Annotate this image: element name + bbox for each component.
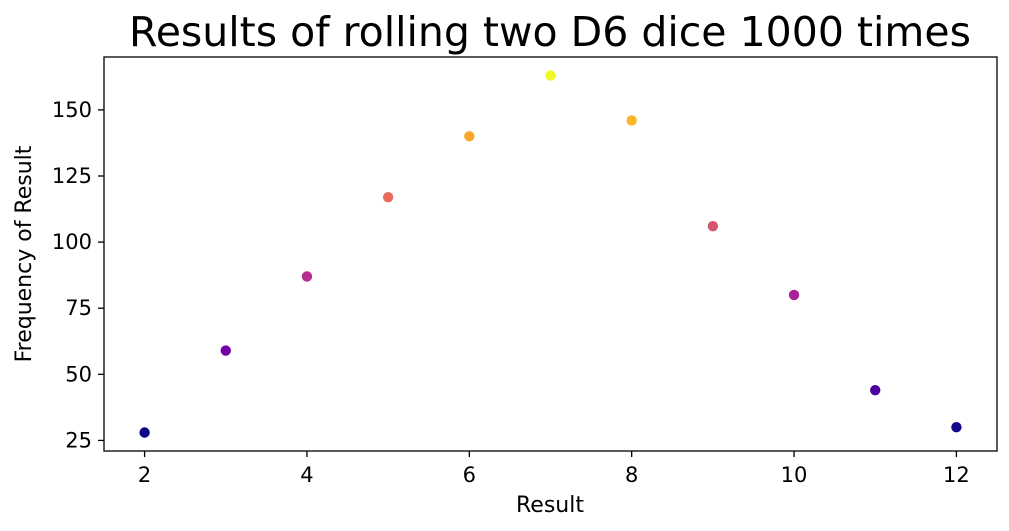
data-point <box>139 427 150 438</box>
data-point <box>788 289 800 301</box>
x-tick-label: 6 <box>463 463 476 487</box>
data-point <box>870 384 881 396</box>
x-tick-label: 2 <box>138 463 151 487</box>
data-point <box>545 70 556 81</box>
y-tick-label: 150 <box>52 98 92 122</box>
y-tick-label: 50 <box>65 362 92 386</box>
plot-area: 2 4 6 8 10 12 25 50 75 100 125 150 <box>52 56 998 487</box>
data-point <box>382 191 394 203</box>
data-point <box>951 422 962 433</box>
y-tick-label: 100 <box>52 230 92 254</box>
plot-frame <box>103 56 998 452</box>
y-tick-label: 125 <box>52 164 92 188</box>
x-tick-label: 12 <box>943 463 970 487</box>
y-tick-label: 75 <box>65 296 92 320</box>
data-point <box>626 115 637 126</box>
y-axis-label: Frequency of Result <box>12 145 37 362</box>
chart-title: Results of rolling two D6 dice 1000 time… <box>129 8 971 56</box>
data-point <box>464 131 475 142</box>
x-tick-label: 10 <box>781 463 808 487</box>
data-point <box>707 221 719 232</box>
y-tick-label: 25 <box>65 428 92 452</box>
x-tick-label: 8 <box>625 463 638 487</box>
data-point <box>220 345 231 356</box>
data-point <box>301 271 313 282</box>
x-tick-label: 4 <box>300 463 313 487</box>
x-axis-label: Result <box>516 493 584 518</box>
